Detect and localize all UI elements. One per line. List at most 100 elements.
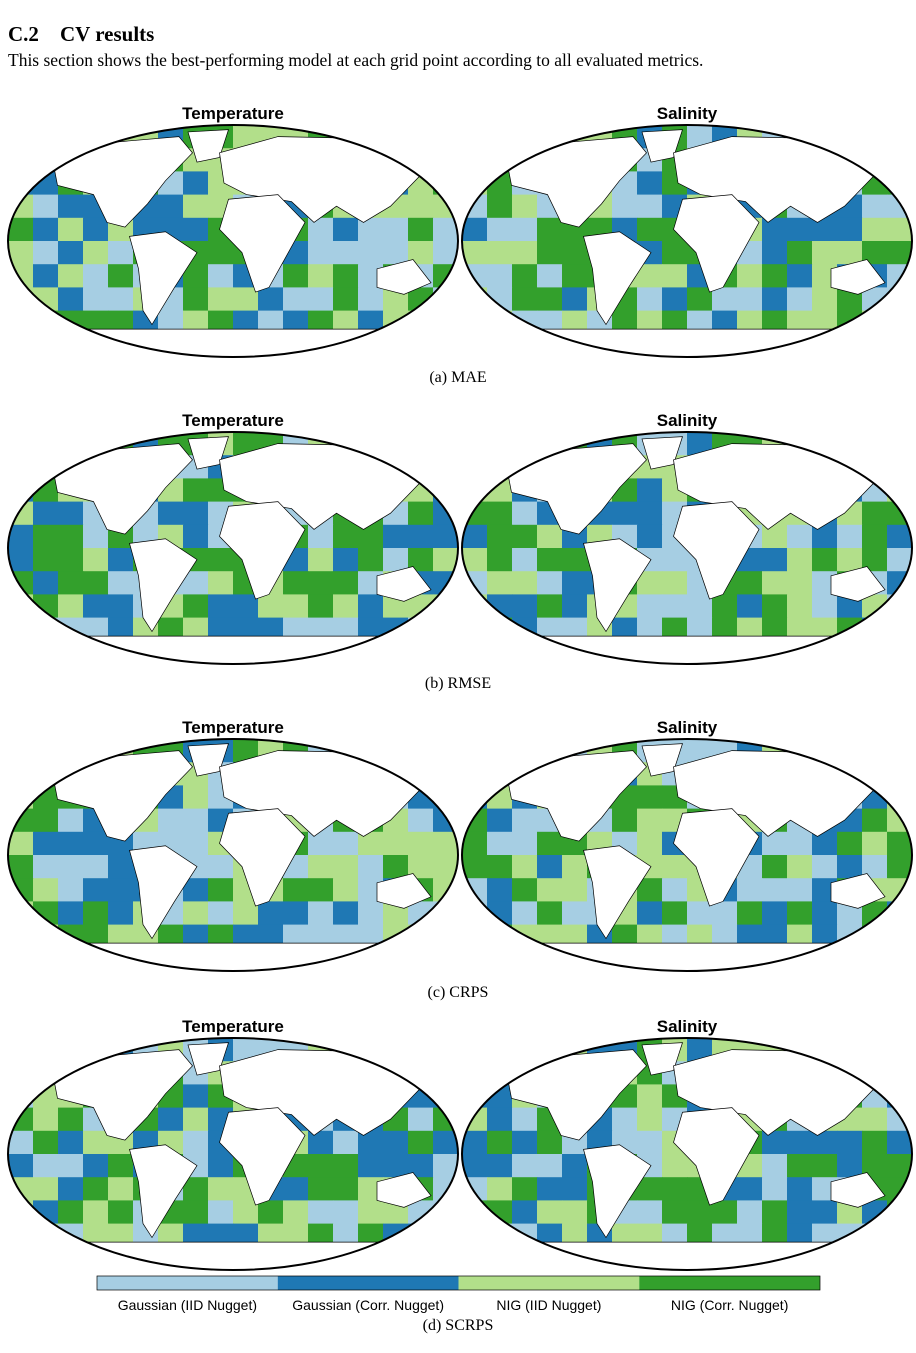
grid-cell — [862, 1107, 888, 1132]
grid-cell — [408, 924, 434, 949]
grid-cell — [358, 594, 384, 619]
grid-cell — [862, 617, 888, 642]
grid-cell — [308, 310, 334, 335]
grid-cell — [562, 264, 588, 288]
grid-cell — [462, 548, 488, 572]
grid-cell — [58, 1154, 84, 1178]
land — [506, 1049, 647, 1141]
grid-cell — [887, 432, 912, 456]
grid-cell — [837, 739, 863, 763]
grid-cell — [862, 548, 888, 572]
grid-cell — [462, 1038, 488, 1062]
grid-cell — [487, 617, 513, 642]
grid-cell — [183, 310, 209, 335]
grid-cell — [183, 217, 209, 242]
grid-cell — [58, 901, 84, 926]
grid-cell — [737, 287, 763, 312]
grid-cell — [837, 217, 863, 242]
grid-cell — [58, 501, 84, 526]
grid-cell — [887, 333, 912, 357]
grid-cell — [158, 808, 184, 833]
map-outline — [461, 1037, 913, 1271]
land — [641, 129, 683, 163]
grid-cell — [887, 455, 912, 479]
grid-cell — [787, 1223, 813, 1248]
grid-cell — [383, 855, 409, 879]
grid-cell — [687, 739, 713, 763]
grid-cell — [208, 594, 234, 619]
caption: (d) SCRPS — [423, 1317, 494, 1334]
grid-cell — [662, 241, 688, 265]
grid-cell — [712, 924, 738, 949]
map — [8, 1038, 458, 1270]
grid-cell — [33, 640, 59, 664]
land — [673, 808, 760, 907]
grid-cell — [812, 333, 838, 357]
land — [219, 808, 306, 907]
grid-cell — [308, 855, 334, 879]
grid-cell — [8, 878, 34, 902]
grid-cell — [58, 855, 84, 879]
map — [8, 739, 458, 971]
grid-cell — [108, 264, 134, 288]
grid-cell — [462, 1061, 488, 1085]
grid-cell — [283, 878, 309, 902]
grid-cell — [812, 548, 838, 572]
grid-cell — [637, 1177, 663, 1201]
grid-cell — [308, 217, 334, 242]
grid-cell — [83, 901, 109, 926]
grid-cell — [512, 1130, 538, 1155]
grid-cell — [408, 947, 434, 971]
grid-cell — [383, 241, 409, 265]
grid-cell — [537, 1200, 563, 1225]
grid-cell — [512, 548, 538, 572]
grid-cell — [787, 1200, 813, 1225]
grid-cell — [862, 1154, 888, 1178]
grid-cell — [158, 924, 184, 949]
grid-cell — [787, 594, 813, 619]
grid-cell — [637, 310, 663, 335]
grid-cell — [83, 1154, 109, 1178]
grid-cell — [208, 1154, 234, 1178]
grid-cell — [462, 739, 488, 763]
grid-cell — [487, 501, 513, 526]
grid-cell — [233, 594, 259, 619]
grid-cell — [33, 762, 59, 786]
grid-cell — [433, 1038, 458, 1062]
grid-cell — [862, 739, 888, 763]
grid-cell — [862, 1223, 888, 1248]
grid-cell — [33, 1246, 59, 1270]
grid-cell — [308, 1223, 334, 1248]
grid-cell — [862, 310, 888, 335]
grid-cell — [887, 1177, 912, 1201]
grid-cell — [462, 1130, 488, 1155]
grid-cell — [837, 947, 863, 971]
land — [376, 873, 432, 909]
grid-cell — [687, 924, 713, 949]
land — [484, 328, 890, 357]
grid-cell — [812, 1200, 838, 1225]
grid-cell — [487, 287, 513, 312]
grid-cell — [208, 1177, 234, 1201]
grid-cell — [358, 287, 384, 312]
grid-cell — [158, 1107, 184, 1132]
grid-cell — [512, 333, 538, 357]
map-title: Temperature — [182, 104, 284, 123]
grid-cell — [258, 1223, 284, 1248]
grid-cell — [487, 310, 513, 335]
grid-cell — [8, 617, 34, 642]
grid-cell — [487, 901, 513, 926]
grid-cell — [83, 855, 109, 879]
grid-cell — [8, 855, 34, 879]
grid-cell — [787, 524, 813, 549]
grid-cell — [433, 501, 458, 526]
land — [376, 566, 432, 602]
grid-cell — [333, 1223, 359, 1248]
grid-cell — [862, 455, 888, 479]
grid-cell — [537, 524, 563, 549]
grid-cell — [308, 241, 334, 265]
land — [187, 743, 229, 777]
grid-cell — [408, 125, 434, 149]
grid-cell — [787, 217, 813, 242]
grid-cell — [333, 524, 359, 549]
